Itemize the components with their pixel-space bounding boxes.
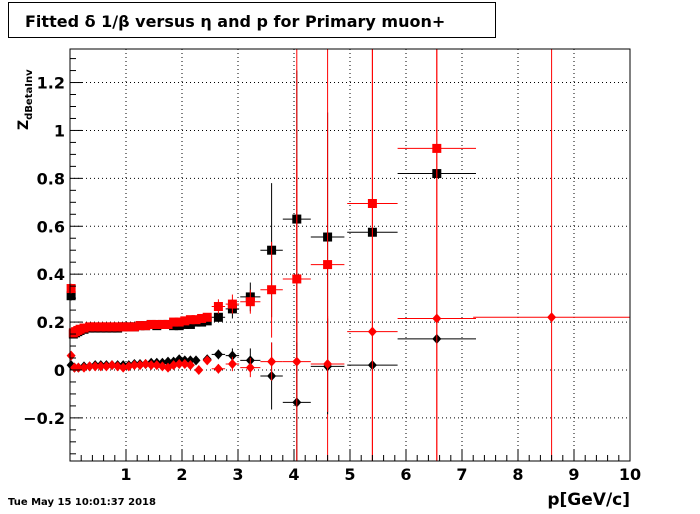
data-point-1-7 [90, 322, 100, 332]
data-point-1-11 [113, 322, 123, 332]
data-point-0-24 [185, 319, 195, 329]
data-point-1-12 [118, 322, 128, 332]
data-point-3-24 [202, 355, 212, 366]
plot-frame [69, 48, 631, 462]
y-tick-label-6: 1 [54, 121, 65, 140]
data-point-2-23 [191, 355, 201, 366]
series-2 [66, 318, 476, 461]
x-tick-label-5: 6 [400, 465, 411, 484]
data-point-1-18 [152, 319, 162, 329]
y-tick-label-5: 0.8 [37, 169, 65, 188]
data-point-3-28 [267, 356, 277, 367]
data-point-1-26 [197, 313, 207, 323]
y-tick-label-3: 0.4 [37, 265, 65, 284]
x-tick-label-6: 7 [456, 465, 467, 484]
data-point-1-8 [96, 322, 106, 332]
data-point-1-19 [157, 319, 167, 329]
data-point-1-15 [135, 321, 145, 331]
data-point-1-29 [227, 299, 237, 309]
data-point-3-9 [113, 361, 123, 372]
data-point-0-0 [66, 291, 76, 301]
axes: 1 2 3 4 5 6 7 8 9 10 −0.2 0 0.2 0.4 0.6 0.8 1 1.2 [23, 48, 641, 484]
data-point-3-23 [194, 364, 204, 375]
data-point-3-32 [432, 313, 442, 324]
x-tick-label-4: 5 [344, 465, 355, 484]
data-point-1-10 [107, 322, 117, 332]
data-marks [66, 49, 630, 461]
data-point-1-21 [169, 317, 179, 327]
data-point-1-24 [185, 315, 195, 325]
data-point-3-29 [292, 356, 302, 367]
data-point-1-33 [323, 260, 333, 270]
y-tick-label-2: 0.2 [37, 313, 65, 332]
x-tick-label-1: 2 [176, 465, 187, 484]
data-point-2-25 [213, 349, 223, 360]
x-tick-label-3: 4 [288, 465, 299, 484]
data-point-1-16 [141, 321, 151, 331]
data-point-3-13 [135, 360, 145, 371]
data-point-1-27 [202, 312, 212, 322]
data-point-3-10 [118, 362, 128, 373]
data-point-3-21 [180, 358, 190, 369]
data-point-3-11 [124, 361, 134, 372]
y-axis-label-sub: dBetaInv [23, 69, 35, 120]
timestamp: Tue May 15 10:01:37 2018 [8, 497, 156, 508]
data-point-3-5 [90, 361, 100, 372]
chart-title: Fitted δ 1/β versus η and p for Primary … [25, 12, 446, 31]
data-point-2-26 [227, 350, 237, 361]
y-tick-label-0: −0.2 [23, 409, 65, 428]
data-point-0-28 [213, 312, 223, 322]
data-point-3-16 [152, 360, 162, 371]
data-point-3-14 [141, 358, 151, 369]
data-point-3-17 [157, 361, 167, 372]
y-tick-label-1: 0 [54, 361, 65, 380]
x-tick-label-9: 10 [619, 465, 641, 484]
y-axis-label: ZdBetaInv [16, 69, 35, 130]
x-tick-label-8: 9 [568, 465, 579, 484]
data-point-3-19 [169, 360, 179, 371]
chart-title-box: Fitted δ 1/β versus η and p for Primary … [8, 2, 496, 38]
data-point-3-30 [323, 358, 333, 369]
data-point-3-15 [146, 360, 156, 371]
data-point-1-13 [124, 322, 134, 332]
grid-lines [70, 49, 631, 461]
y-axis-label-main: Z [16, 119, 32, 130]
data-point-3-6 [96, 361, 106, 372]
data-point-1-30 [245, 297, 255, 307]
y-tick-label-7: 1.2 [37, 74, 65, 93]
y-tick-label-4: 0.6 [37, 217, 65, 236]
data-point-1-20 [163, 319, 173, 329]
data-point-3-0 [66, 350, 76, 361]
data-point-1-6 [85, 322, 95, 332]
x-tick-label-7: 8 [512, 465, 523, 484]
data-point-1-22 [174, 317, 184, 327]
data-point-3-7 [101, 361, 111, 372]
data-point-3-31 [367, 326, 377, 337]
x-axis-label: p[GeV/c] [547, 490, 630, 510]
data-point-1-9 [101, 322, 111, 332]
data-point-3-20 [174, 358, 184, 369]
data-point-3-25 [213, 363, 223, 374]
data-point-3-12 [129, 360, 139, 371]
data-point-1-23 [180, 316, 190, 326]
data-point-1-0 [66, 284, 76, 294]
data-point-1-5 [79, 323, 89, 333]
data-point-3-22 [185, 360, 195, 371]
data-point-1-25 [191, 315, 201, 325]
series-3 [66, 49, 630, 461]
data-point-3-26 [227, 358, 237, 369]
data-point-1-31 [267, 285, 277, 295]
data-point-1-14 [129, 322, 139, 332]
data-point-3-8 [107, 360, 117, 371]
x-tick-label-0: 1 [120, 465, 131, 484]
data-point-3-33 [547, 312, 557, 323]
data-point-3-4 [85, 361, 95, 372]
data-point-1-17 [146, 319, 156, 329]
data-point-1-28 [213, 302, 223, 311]
x-tick-label-2: 3 [232, 465, 243, 484]
data-point-3-27 [245, 362, 255, 373]
